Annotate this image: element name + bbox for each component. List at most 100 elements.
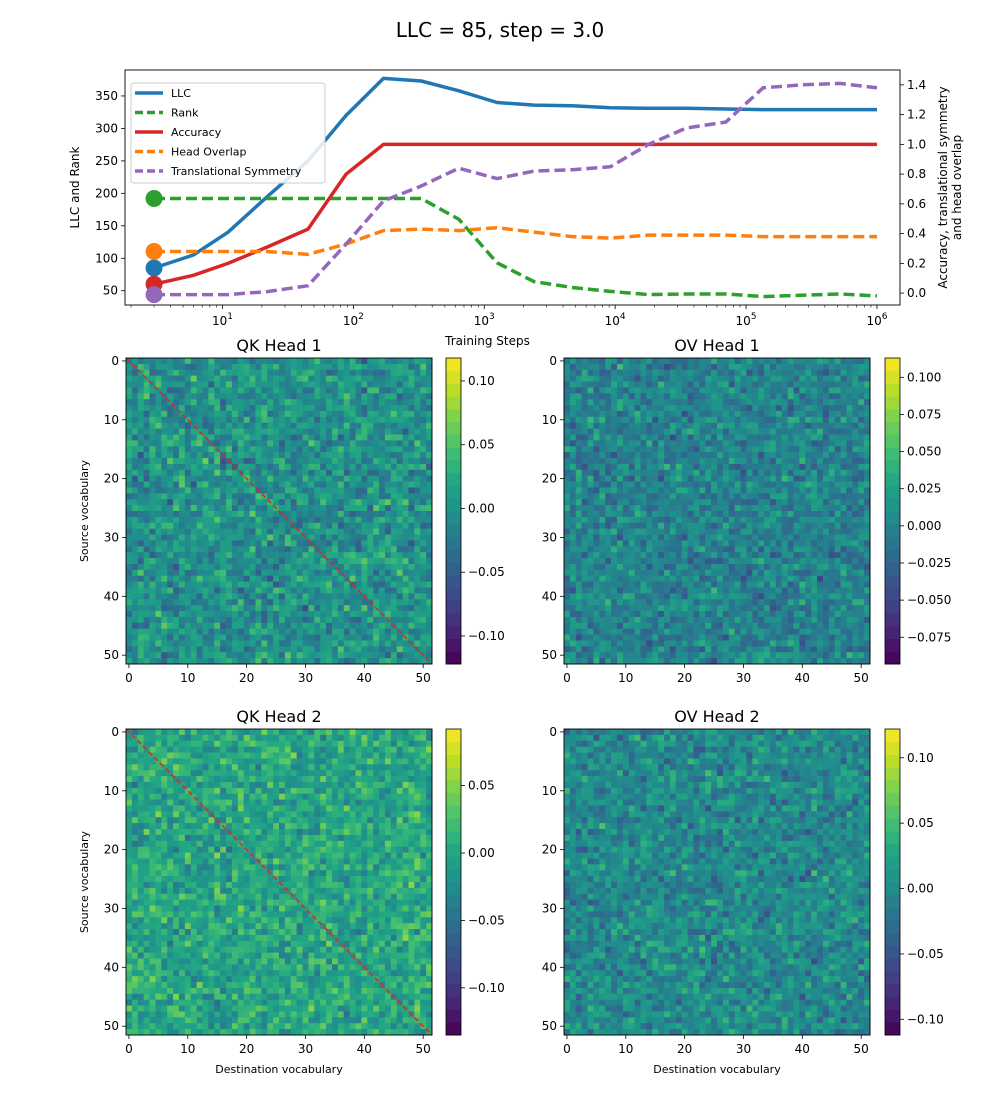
heatmap-cell <box>699 381 706 388</box>
heatmap-cell <box>728 499 736 506</box>
heatmap-cell <box>261 511 268 518</box>
heatmap-cell <box>161 399 168 406</box>
heatmap-cell <box>575 399 583 406</box>
heatmap-cell <box>846 416 853 424</box>
heatmap-cell <box>408 528 415 535</box>
heatmap-cell <box>799 369 806 377</box>
heatmap-cell <box>781 552 789 559</box>
heatmap-cell <box>361 616 368 624</box>
heatmap-cell <box>781 516 789 524</box>
heatmap-cell <box>367 611 374 618</box>
heatmap-cell <box>384 463 392 471</box>
heatmap-cell <box>261 410 268 418</box>
heatmap-cell <box>202 575 209 583</box>
heatmap-cell <box>202 428 209 435</box>
heatmap-cell <box>822 416 830 424</box>
heatmap-cell <box>681 446 688 453</box>
heatmap-cell <box>817 493 824 500</box>
heatmap-cell <box>752 487 759 494</box>
heatmap-cell <box>840 499 847 506</box>
heatmap-cell <box>249 446 256 453</box>
heatmap-cell <box>764 416 771 424</box>
heatmap-cell <box>261 599 268 606</box>
heatmap-cell <box>817 381 824 388</box>
heatmap-cell <box>190 616 198 624</box>
heatmap-cell <box>705 587 712 594</box>
heatmap-cell <box>202 416 209 424</box>
heatmap-cell <box>302 428 309 435</box>
heatmap-cell <box>717 552 724 559</box>
heatmap-cell <box>396 505 403 512</box>
heatmap-cell <box>426 499 433 506</box>
heatmap-cell <box>379 546 386 553</box>
heatmap-cell <box>420 546 427 553</box>
heatmap-cell <box>255 393 262 400</box>
heatmap-cell <box>349 387 356 394</box>
heatmap-cell <box>799 446 806 453</box>
heatmap-cell <box>261 522 268 530</box>
heatmap-cell <box>184 499 192 506</box>
heatmap-cell <box>273 569 280 577</box>
heatmap-cell <box>769 493 777 500</box>
heatmap-cell <box>793 522 800 530</box>
heatmap-cell <box>722 540 730 547</box>
heatmap-cell <box>349 652 356 659</box>
heatmap-cell <box>781 399 789 406</box>
heatmap-cell <box>155 481 162 488</box>
heatmap-cell <box>196 399 203 406</box>
heatmap-cell <box>605 387 612 394</box>
heatmap-cell <box>331 475 339 482</box>
heatmap-cell <box>611 563 618 571</box>
heatmap-cell <box>255 405 262 412</box>
heatmap-cell <box>699 363 706 371</box>
heatmap-cell <box>605 422 612 430</box>
heatmap-cell <box>758 587 765 594</box>
heatmap-cell <box>664 593 671 600</box>
heatmap-cell <box>426 363 433 371</box>
heatmap-cell <box>817 393 824 400</box>
heatmap-cell <box>622 563 630 571</box>
heatmap-cell <box>658 363 665 371</box>
heatmap-cell <box>267 528 274 535</box>
heatmap-cell <box>834 446 841 453</box>
heatmap-cell <box>243 605 250 612</box>
heatmap-cell <box>390 358 398 365</box>
heatmap-cell <box>167 640 174 647</box>
heatmap-cell <box>587 410 594 418</box>
heatmap-cell <box>320 381 327 388</box>
heatmap-cell <box>196 493 203 500</box>
heatmap-cell <box>308 446 315 453</box>
heatmap-cell <box>846 428 853 435</box>
heatmap-cell <box>149 358 156 365</box>
heatmap-cell <box>361 552 368 559</box>
heatmap-cell <box>740 399 747 406</box>
heatmap-cell <box>167 446 174 453</box>
heatmap-cell <box>331 516 339 524</box>
heatmap-cell <box>379 428 386 435</box>
heatmap-cell <box>646 440 653 447</box>
heatmap-cell <box>355 410 362 418</box>
heatmap-cell <box>834 381 841 388</box>
heatmap-cell <box>852 469 859 477</box>
heatmap-cell <box>255 575 262 583</box>
heatmap-cell <box>722 587 730 594</box>
heatmap-cell <box>764 587 771 594</box>
heatmap-cell <box>320 440 327 447</box>
heatmap-cell <box>781 581 789 588</box>
heatmap-cell <box>320 581 327 588</box>
heatmap-cell <box>599 422 606 430</box>
heatmap-cell <box>178 522 186 530</box>
heatmap-cell <box>255 387 262 394</box>
heatmap-cell <box>711 452 718 459</box>
heatmap-cell <box>569 481 577 488</box>
heatmap-cell <box>687 463 694 471</box>
heatmap-cell <box>402 399 409 406</box>
heatmap-cell <box>593 475 600 482</box>
heatmap-cell <box>681 469 688 477</box>
heatmap-cell <box>208 387 215 394</box>
heatmap-cell <box>828 405 836 412</box>
heatmap-cell <box>852 581 859 588</box>
heatmap-cell <box>396 646 403 653</box>
heatmap-cell <box>284 416 292 424</box>
heatmap-cell <box>314 393 321 400</box>
